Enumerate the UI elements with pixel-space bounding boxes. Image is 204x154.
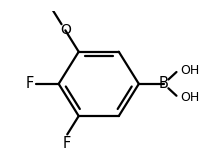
Text: F: F [63, 136, 71, 151]
Text: O: O [60, 23, 71, 37]
Text: OH: OH [180, 64, 200, 77]
Text: O: O [46, 1, 56, 14]
Text: B: B [159, 76, 169, 91]
Text: F: F [26, 76, 34, 91]
Text: OH: OH [180, 91, 200, 104]
